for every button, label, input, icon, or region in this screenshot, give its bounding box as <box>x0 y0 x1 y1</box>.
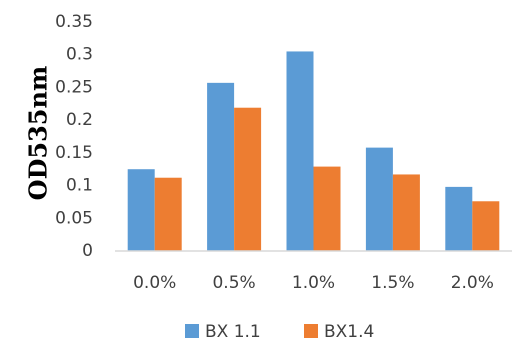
x-tick-label: 1.0% <box>292 273 335 293</box>
y-axis: 0 0.05 0.1 0.15 0.2 0.25 0.3 0.35 <box>55 12 93 261</box>
bar-series1 <box>286 51 314 251</box>
bar-series1 <box>445 186 473 251</box>
x-axis: 0.0% 0.5% 1.0% 1.5% 2.0% <box>133 273 494 293</box>
bar-series2 <box>313 166 341 251</box>
y-tick-label: 0.15 <box>55 143 93 163</box>
bar-series1 <box>365 147 393 251</box>
legend-label: BX1.4 <box>324 322 374 342</box>
legend-label: BX 1.1 <box>205 322 261 342</box>
bars <box>127 51 500 251</box>
legend-swatch <box>304 324 318 338</box>
bar-series2 <box>392 174 420 251</box>
legend-swatch <box>185 324 199 338</box>
bar-series2 <box>472 201 500 251</box>
x-tick-label: 0.0% <box>133 273 176 293</box>
bar-series1 <box>207 82 235 251</box>
y-tick-label: 0 <box>82 241 93 261</box>
y-tick-label: 0.35 <box>55 12 93 32</box>
bar-series2 <box>234 107 262 251</box>
x-tick-label: 1.5% <box>371 273 414 293</box>
y-tick-label: 0.3 <box>66 45 93 65</box>
x-tick-label: 2.0% <box>451 273 494 293</box>
y-tick-label: 0.1 <box>66 176 93 196</box>
x-tick-label: 0.5% <box>212 273 255 293</box>
y-axis-label: OD535nm <box>24 66 53 201</box>
bar-series2 <box>154 177 182 251</box>
legend: BX 1.1 BX1.4 <box>185 322 374 342</box>
y-tick-label: 0.05 <box>55 208 93 228</box>
y-tick-label: 0.25 <box>55 77 93 97</box>
y-tick-label: 0.2 <box>66 110 93 130</box>
bar-series1 <box>127 169 155 251</box>
